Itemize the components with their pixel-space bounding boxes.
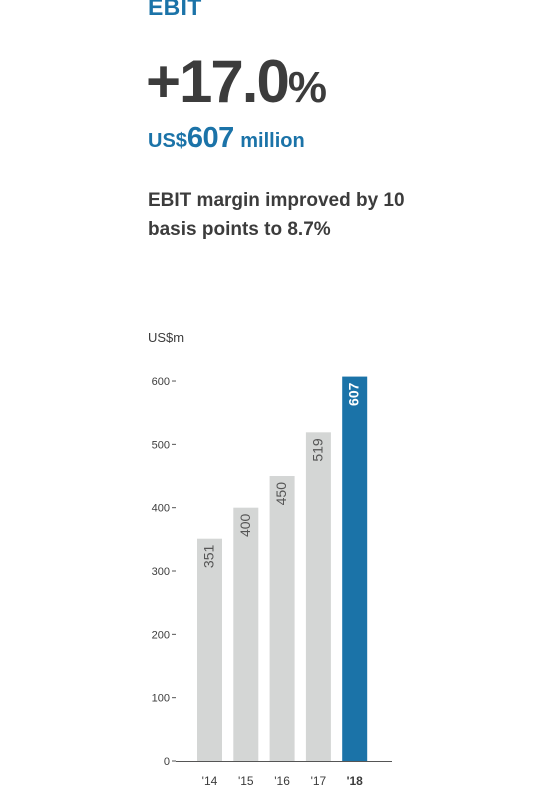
bar-15 [233, 507, 259, 761]
growth-percent-sign: % [287, 63, 327, 112]
bar-18 [342, 376, 368, 761]
data-label: 450 [273, 482, 289, 506]
amount-number: 607 [186, 122, 234, 154]
x-tick-label: '15 [238, 774, 254, 788]
x-tick-label: '17 [311, 774, 327, 788]
y-tick-label: 600 [152, 376, 170, 388]
margin-description: EBIT margin improved by 10 basis points … [148, 190, 405, 240]
y-tick-label: 400 [152, 503, 170, 515]
x-tick-label: '14 [202, 774, 218, 788]
data-label: 351 [201, 544, 217, 568]
data-label: 519 [309, 438, 325, 462]
bar-16 [269, 476, 295, 761]
ebit-bar-chart: US$m 0 100 200 300 400 500 600 351 '14 400 '15 450 '1… [148, 330, 392, 788]
data-label: 607 [346, 382, 362, 406]
y-tick-label: 0 [164, 756, 170, 768]
amount-unit: million [240, 130, 305, 152]
y-tick-label: 200 [152, 629, 170, 641]
bar-14 [197, 538, 222, 761]
x-tick-label: '16 [274, 774, 290, 788]
amount-currency: US$ [148, 130, 187, 152]
y-tick-label: 100 [152, 693, 170, 705]
ebit-growth-value: +17.0% [146, 52, 327, 112]
growth-number: +17.0 [146, 48, 290, 115]
data-label: 400 [237, 513, 253, 537]
y-tick-label: 300 [152, 566, 170, 578]
x-tick-label: '18 [347, 774, 364, 788]
page-title: EBIT [148, 0, 202, 20]
y-tick-label: 500 [152, 439, 170, 451]
bar-17 [305, 432, 331, 761]
ebit-amount: US$607 million [148, 124, 305, 153]
y-axis-label: US$m [148, 330, 184, 345]
